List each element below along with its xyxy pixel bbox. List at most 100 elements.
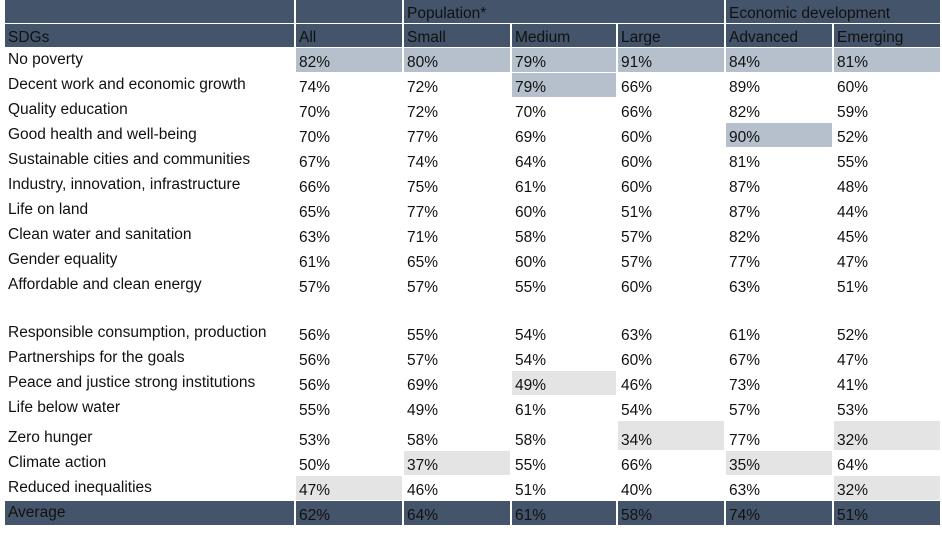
value-cell: 66%: [295, 172, 404, 198]
value-cell: 45%: [833, 222, 942, 248]
value-cell: 66%: [617, 97, 726, 123]
value-cell: 61%: [511, 172, 618, 198]
value-cell: 56%: [295, 370, 404, 396]
value-cell: 58%: [511, 420, 618, 451]
row-label: Gender equality: [5, 247, 296, 273]
value-cell: 57%: [295, 272, 404, 298]
value-cell: 32%: [833, 475, 942, 501]
group-header-population: Population*: [403, 0, 726, 24]
value-cell: 65%: [295, 197, 404, 223]
value-cell: 35%: [725, 450, 834, 476]
value-cell: 57%: [617, 222, 726, 248]
value-cell: 84%: [725, 47, 834, 73]
average-value: 62%: [295, 500, 404, 526]
table-row: Peace and justice strong institutions 56%…: [5, 370, 942, 396]
row-label: Climate action: [5, 450, 296, 476]
value-cell: 57%: [403, 272, 512, 298]
column-header-emerging: Emerging: [833, 23, 942, 48]
value-cell: 60%: [617, 147, 726, 173]
value-cell: 67%: [295, 147, 404, 173]
value-cell: 72%: [403, 72, 512, 98]
row-label: No poverty: [5, 47, 296, 73]
value-cell: 63%: [725, 272, 834, 298]
value-cell: 74%: [403, 147, 512, 173]
value-cell: 60%: [617, 272, 726, 298]
value-cell: 55%: [833, 147, 942, 173]
column-header-row: SDGs All Small Medium Large Advanced Eme…: [5, 23, 942, 48]
table-body: No poverty 82% 80% 79% 91% 84% 81% Decent work …: [5, 47, 942, 501]
value-cell: 55%: [511, 272, 618, 298]
table-row: Zero hunger 53% 58% 58% 34% 77% 32%: [5, 420, 942, 451]
value-cell: 52%: [833, 297, 942, 346]
value-cell: 69%: [511, 122, 618, 148]
table-row: Climate action 50% 37% 55% 66% 35% 64%: [5, 450, 942, 476]
value-cell: 75%: [403, 172, 512, 198]
value-cell: 56%: [295, 297, 404, 346]
table-row: No poverty 82% 80% 79% 91% 84% 81%: [5, 47, 942, 73]
value-cell: 60%: [617, 345, 726, 371]
value-cell: 66%: [617, 72, 726, 98]
value-cell: 67%: [725, 345, 834, 371]
value-cell: 66%: [617, 450, 726, 476]
column-header-medium: Medium: [511, 23, 618, 48]
value-cell: 87%: [725, 197, 834, 223]
row-label: Quality education: [5, 97, 296, 123]
column-header-sdgs: SDGs: [5, 23, 296, 48]
row-label: Good health and well-being: [5, 122, 296, 148]
value-cell: 60%: [511, 197, 618, 223]
column-header-all: All: [295, 23, 404, 48]
value-cell: 51%: [617, 197, 726, 223]
row-label: Partnerships for the goals: [5, 345, 296, 371]
value-cell: 58%: [403, 420, 512, 451]
header-blank-cell: [5, 0, 296, 24]
value-cell: 40%: [617, 475, 726, 501]
table-row: Responsible consumption, production 56% 55…: [5, 297, 942, 346]
row-label: Responsible consumption, production: [5, 297, 296, 346]
value-cell: 55%: [403, 297, 512, 346]
value-cell: 46%: [617, 370, 726, 396]
value-cell: 82%: [725, 222, 834, 248]
value-cell: 61%: [725, 297, 834, 346]
table-row: Industry, innovation, infrastructure 66% 7…: [5, 172, 942, 198]
value-cell: 48%: [833, 172, 942, 198]
value-cell: 82%: [725, 97, 834, 123]
row-label: Sustainable cities and communities: [5, 147, 296, 173]
value-cell: 61%: [295, 247, 404, 273]
row-label: Clean water and sanitation: [5, 222, 296, 248]
value-cell: 49%: [511, 370, 618, 396]
value-cell: 55%: [511, 450, 618, 476]
value-cell: 57%: [403, 345, 512, 371]
value-cell: 81%: [833, 47, 942, 73]
table-row: Quality education 70% 72% 70% 66% 82% 59%: [5, 97, 942, 123]
value-cell: 53%: [295, 420, 404, 451]
table-row: Clean water and sanitation 63% 71% 58% 57% 82…: [5, 222, 942, 248]
value-cell: 47%: [833, 345, 942, 371]
value-cell: 72%: [403, 97, 512, 123]
value-cell: 41%: [833, 370, 942, 396]
table-row: Sustainable cities and communities 67% 74%…: [5, 147, 942, 173]
value-cell: 64%: [511, 147, 618, 173]
table-row: Life on land 65% 77% 60% 51% 87% 44%: [5, 197, 942, 223]
value-cell: 80%: [403, 47, 512, 73]
value-cell: 59%: [833, 97, 942, 123]
value-cell: 82%: [295, 47, 404, 73]
value-cell: 60%: [617, 172, 726, 198]
value-cell: 51%: [833, 272, 942, 298]
value-cell: 51%: [511, 475, 618, 501]
value-cell: 77%: [403, 122, 512, 148]
average-value: 64%: [403, 500, 512, 526]
average-row: Average 62% 64% 61% 58% 74% 51%: [5, 500, 942, 526]
column-header-small: Small: [403, 23, 512, 48]
average-value: 51%: [833, 500, 942, 526]
row-label: Zero hunger: [5, 420, 296, 451]
value-cell: 57%: [617, 247, 726, 273]
row-label: Industry, innovation, infrastructure: [5, 172, 296, 198]
value-cell: 53%: [833, 395, 942, 421]
table-row: Life below water 55% 49% 61% 54% 57% 53%: [5, 395, 942, 421]
value-cell: 46%: [403, 475, 512, 501]
value-cell: 37%: [403, 450, 512, 476]
value-cell: 63%: [295, 222, 404, 248]
table-row: Decent work and economic growth 74% 72% 79%…: [5, 72, 942, 98]
sdg-table: Population* Economic development SDGs Al…: [5, 0, 942, 526]
value-cell: 71%: [403, 222, 512, 248]
